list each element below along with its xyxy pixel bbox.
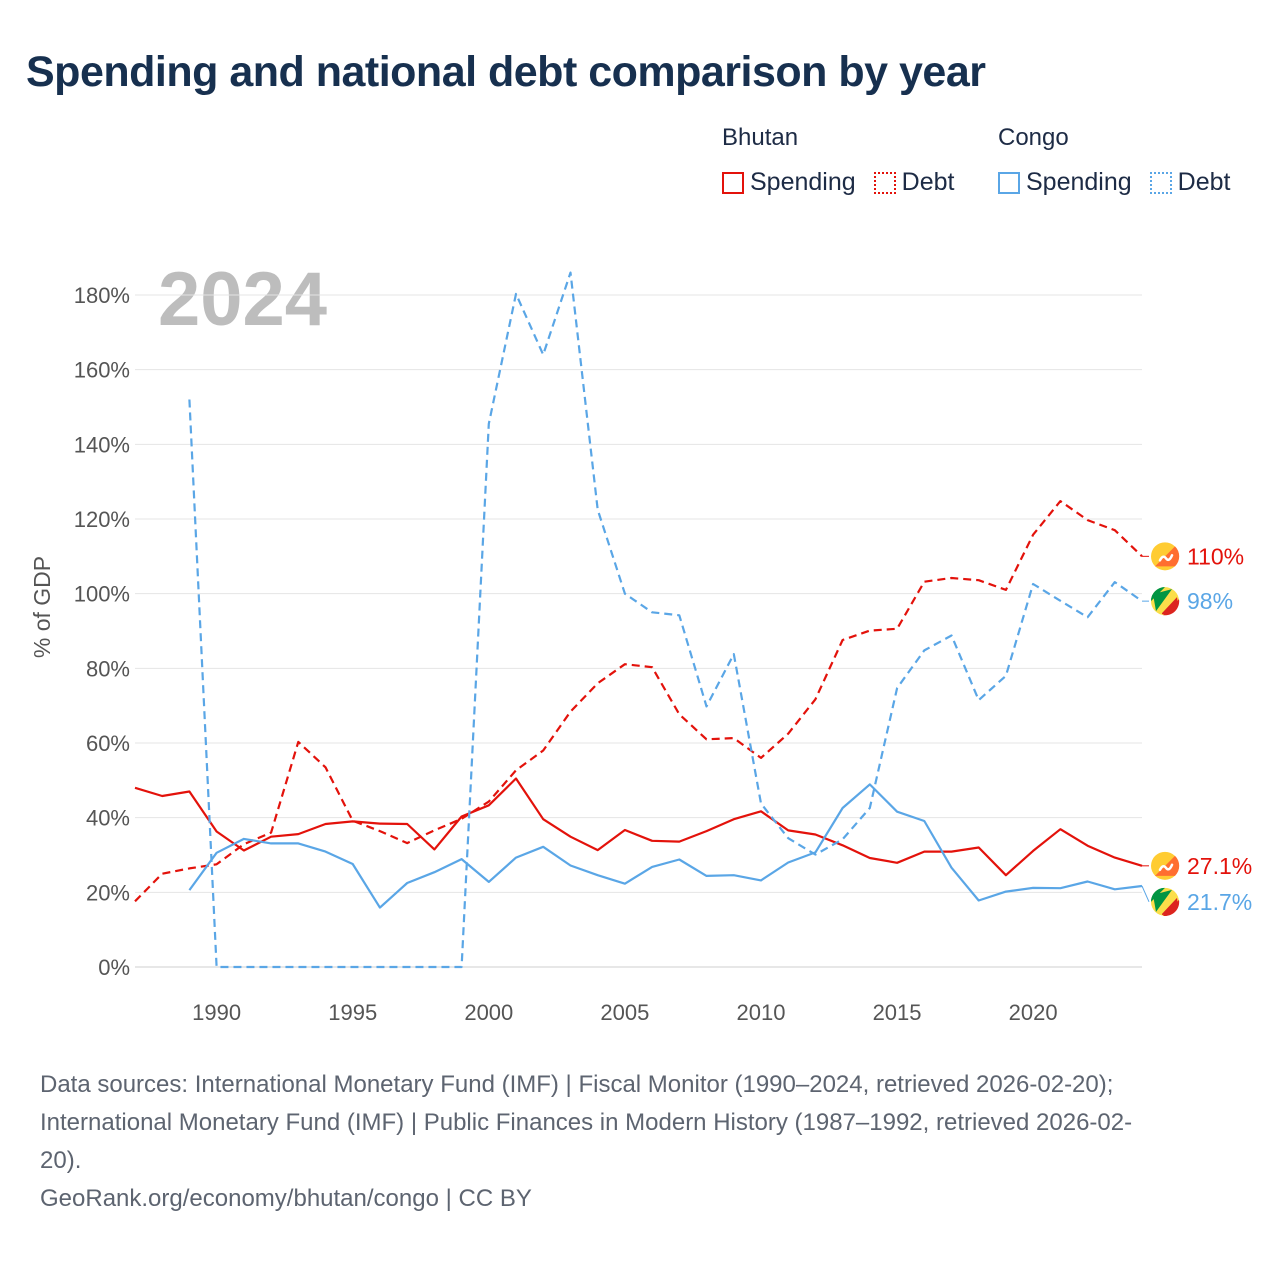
series-line-congo-spending[interactable] bbox=[188, 783, 1143, 909]
y-tick-label: 140% bbox=[74, 432, 130, 457]
end-value-label: 27.1% bbox=[1187, 853, 1252, 879]
end-value-label: 110% bbox=[1187, 543, 1244, 569]
solid-line-swatch-icon bbox=[722, 171, 744, 194]
source-notes: Data sources: International Monetary Fun… bbox=[40, 1066, 1240, 1218]
x-tick-label: 2000 bbox=[464, 1000, 513, 1025]
x-tick-label: 2020 bbox=[1009, 1000, 1058, 1025]
bhutan-flag-icon bbox=[1151, 851, 1180, 880]
dotted-line-swatch-icon bbox=[873, 171, 896, 194]
source-line: 20). bbox=[40, 1147, 82, 1174]
y-tick-label: 60% bbox=[86, 731, 130, 756]
legend-item-label: Spending bbox=[750, 168, 856, 196]
legend-item-bhutan-spending[interactable]: Spending bbox=[722, 168, 856, 197]
legend-item-congo-debt[interactable]: Debt bbox=[1149, 168, 1231, 197]
end-label-leader bbox=[1141, 885, 1150, 903]
x-tick-label: 2005 bbox=[600, 1000, 649, 1025]
y-axis-title: % of GDP bbox=[29, 556, 55, 658]
legend-group-bhutan: Bhutan Spending Debt bbox=[722, 124, 972, 197]
legend-group-congo: Congo Spending Debt bbox=[998, 124, 1248, 197]
y-tick-label: 0% bbox=[98, 955, 130, 980]
x-tick-label: 1995 bbox=[328, 1000, 377, 1025]
series-line-bhutan-debt[interactable] bbox=[134, 500, 1143, 903]
source-line[interactable]: GeoRank.org/economy/bhutan/congo | CC BY bbox=[40, 1185, 532, 1212]
congo-flag-icon bbox=[1151, 887, 1180, 916]
congo-flag-icon bbox=[1151, 587, 1180, 616]
legend-item-label: Spending bbox=[1026, 168, 1132, 196]
legend-item-congo-spending[interactable]: Spending bbox=[998, 168, 1132, 197]
legend-group-label: Bhutan bbox=[722, 124, 799, 151]
end-value-label: 98% bbox=[1187, 588, 1233, 614]
y-tick-label: 160% bbox=[74, 358, 130, 383]
dotted-line-swatch-icon bbox=[1149, 171, 1172, 194]
year-watermark: 2024 bbox=[158, 257, 327, 342]
y-tick-label: 100% bbox=[74, 582, 130, 607]
chart-title: Spending and national debt comparison by… bbox=[26, 48, 986, 96]
x-tick-label: 2015 bbox=[873, 1000, 922, 1025]
y-tick-label: 20% bbox=[86, 880, 130, 905]
series-line-bhutan-spending[interactable] bbox=[134, 777, 1143, 877]
source-line: Data sources: International Monetary Fun… bbox=[40, 1071, 1114, 1098]
end-value-label: 21.7% bbox=[1187, 889, 1252, 915]
y-tick-label: 40% bbox=[86, 806, 130, 831]
y-tick-label: 120% bbox=[74, 507, 130, 532]
legend-group-label: Congo bbox=[998, 124, 1069, 151]
source-line: International Monetary Fund (IMF) | Publ… bbox=[40, 1109, 1133, 1136]
series-line-congo-debt[interactable] bbox=[188, 271, 1143, 969]
y-tick-label: 80% bbox=[86, 656, 130, 681]
legend-item-label: Debt bbox=[901, 168, 955, 196]
y-tick-label: 180% bbox=[74, 283, 130, 308]
line-chart: 2024 0%20%40%60%80%100%120%140%160%180% … bbox=[29, 257, 1252, 1025]
bhutan-flag-icon bbox=[1151, 542, 1180, 571]
x-tick-label: 2010 bbox=[736, 1000, 785, 1025]
x-tick-label: 1990 bbox=[192, 1000, 241, 1025]
legend-item-label: Debt bbox=[1177, 168, 1231, 196]
legend-item-bhutan-debt[interactable]: Debt bbox=[873, 168, 955, 197]
solid-line-swatch-icon bbox=[998, 171, 1020, 194]
